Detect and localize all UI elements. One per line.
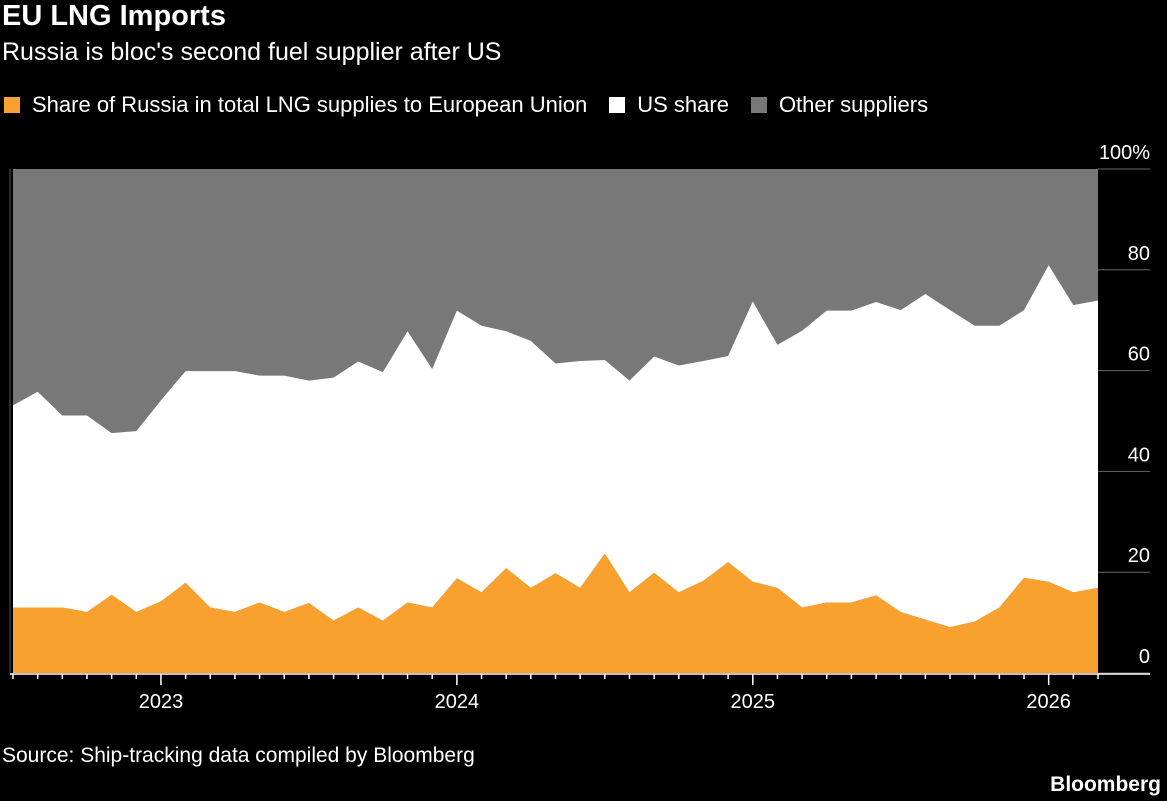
- legend-item-us: US share: [609, 92, 729, 118]
- legend-item-russia: Share of Russia in total LNG supplies to…: [4, 92, 587, 118]
- legend-label-us: US share: [637, 92, 729, 117]
- chart-title: EU LNG Imports: [2, 0, 226, 32]
- y-tick-label: 40: [1128, 444, 1150, 466]
- source-note: Source: Ship-tracking data compiled by B…: [2, 744, 475, 767]
- legend-label-russia: Share of Russia in total LNG supplies to…: [32, 92, 588, 117]
- chart-subtitle: Russia is bloc's second fuel supplier af…: [2, 38, 502, 66]
- y-tick-label: 100%: [1099, 142, 1150, 164]
- y-tick-label: 20: [1128, 545, 1150, 567]
- y-tick-label: 0: [1139, 646, 1150, 668]
- x-tick-label: 2026: [1026, 691, 1071, 713]
- legend-swatch-other: [750, 97, 767, 113]
- legend-swatch-us: [609, 97, 626, 113]
- legend-swatch-russia: [4, 97, 20, 113]
- us-share-area: [13, 265, 1098, 628]
- legend: Share of Russia in total LNG supplies to…: [4, 92, 950, 118]
- russia-share-area: [13, 553, 1098, 673]
- x-tick-label: 2023: [139, 691, 184, 713]
- x-tick-label: 2024: [435, 691, 480, 713]
- bloomberg-logo: Bloomberg: [1050, 773, 1161, 796]
- legend-label-other: Other suppliers: [778, 92, 929, 117]
- y-tick-label: 80: [1128, 243, 1150, 265]
- legend-item-other: Other suppliers: [750, 92, 929, 118]
- x-tick-label: 2025: [731, 691, 776, 713]
- y-tick-label: 60: [1128, 344, 1150, 366]
